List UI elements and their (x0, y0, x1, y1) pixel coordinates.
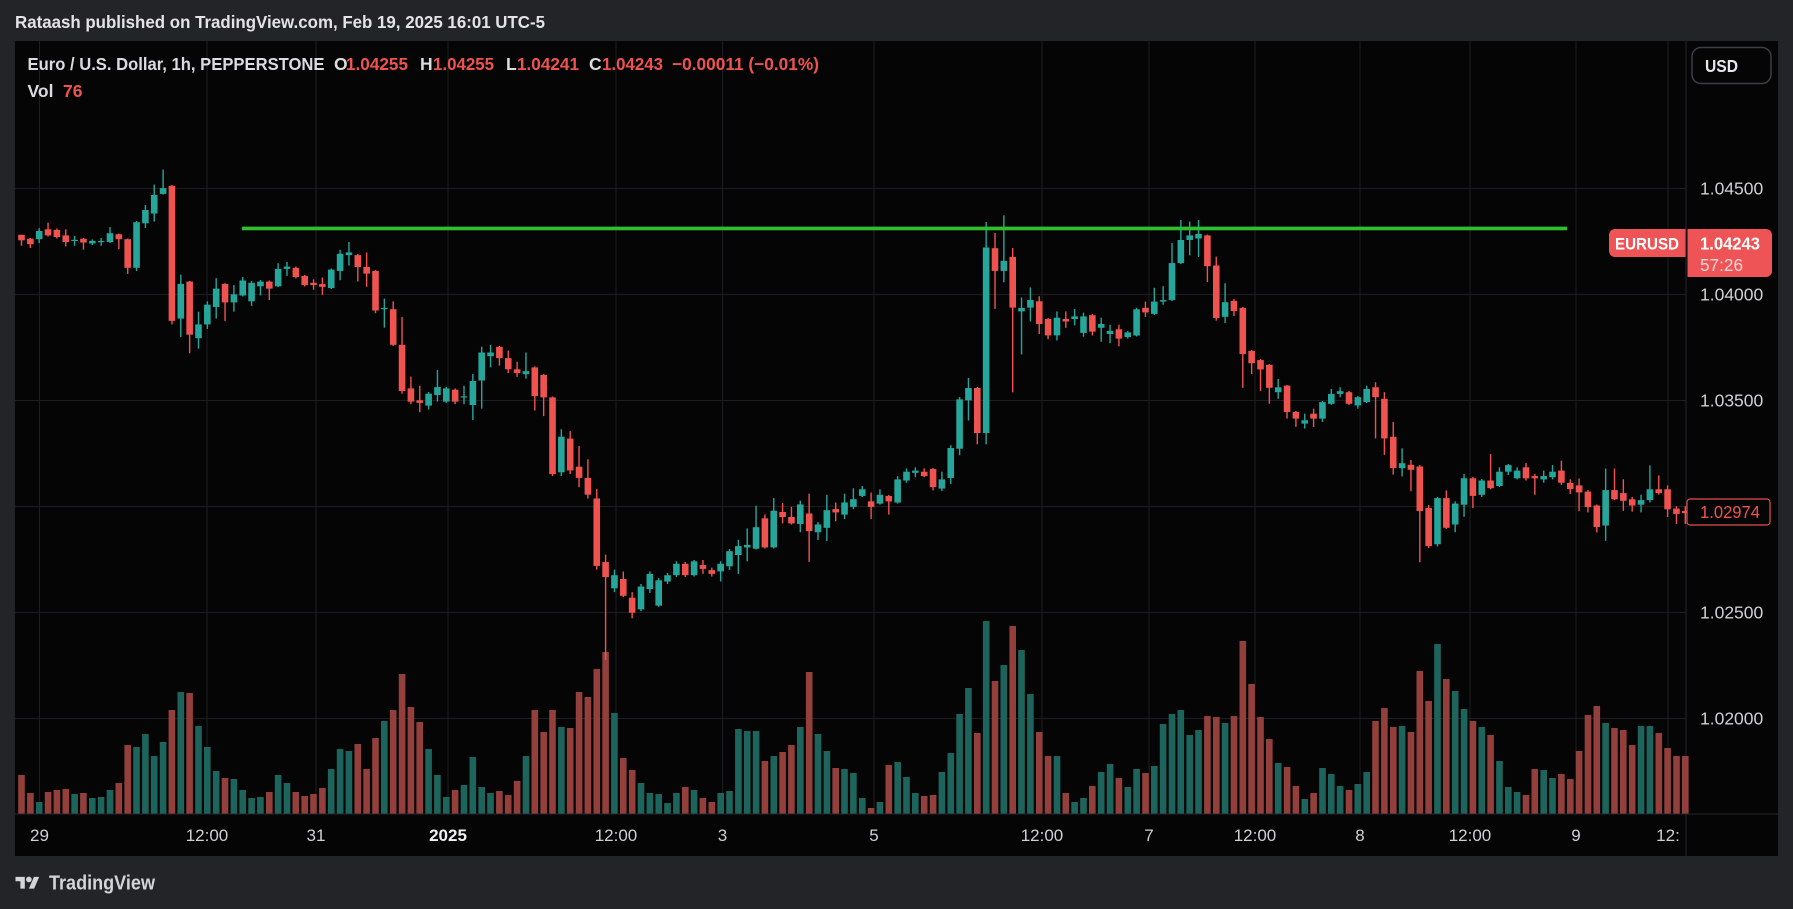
svg-text:8: 8 (1355, 826, 1364, 845)
svg-text:5: 5 (869, 826, 878, 845)
svg-text:12:00: 12:00 (1449, 826, 1492, 845)
svg-text:31: 31 (307, 826, 326, 845)
svg-text:TradingView: TradingView (49, 872, 155, 895)
svg-text:L: L (506, 54, 517, 74)
svg-text:H: H (420, 54, 433, 74)
svg-text:2025: 2025 (429, 826, 467, 845)
svg-text:9: 9 (1571, 826, 1580, 845)
svg-text:1.04243: 1.04243 (602, 54, 663, 74)
svg-text:O: O (334, 54, 348, 74)
svg-text:1.03500: 1.03500 (1700, 391, 1764, 411)
svg-text:1.04500: 1.04500 (1700, 179, 1764, 199)
svg-text:C: C (589, 54, 602, 74)
svg-text:−0.00011 (−0.01%): −0.00011 (−0.01%) (672, 54, 819, 74)
svg-text:57:26: 57:26 (1700, 255, 1743, 275)
svg-text:Euro / U.S. Dollar, 1h, PEPPER: Euro / U.S. Dollar, 1h, PEPPERSTONE (28, 54, 325, 74)
svg-text:1.04000: 1.04000 (1700, 285, 1764, 305)
svg-text:29: 29 (30, 826, 49, 845)
svg-text:1.04241: 1.04241 (517, 54, 579, 74)
svg-text:1.04243: 1.04243 (1700, 234, 1760, 254)
svg-text:12:00: 12:00 (186, 826, 229, 845)
svg-text:7: 7 (1144, 826, 1153, 845)
svg-text:12:00: 12:00 (1021, 826, 1064, 845)
svg-text:76: 76 (63, 81, 83, 101)
svg-text:1.04255: 1.04255 (346, 54, 408, 74)
svg-text:1.02500: 1.02500 (1700, 603, 1764, 623)
svg-text:1.02974: 1.02974 (1700, 502, 1760, 522)
svg-text:3: 3 (718, 826, 727, 845)
svg-text:Rataash published on TradingVi: Rataash published on TradingView.com, Fe… (15, 12, 545, 32)
svg-text:1.04255: 1.04255 (433, 54, 494, 74)
svg-text:USD: USD (1705, 56, 1738, 76)
svg-text:1.02000: 1.02000 (1700, 709, 1764, 729)
svg-text:EURUSD: EURUSD (1615, 235, 1679, 254)
svg-text:Vol: Vol (28, 81, 54, 101)
svg-text:12:: 12: (1656, 826, 1680, 845)
svg-text:12:00: 12:00 (1234, 826, 1277, 845)
svg-text:12:00: 12:00 (595, 826, 638, 845)
